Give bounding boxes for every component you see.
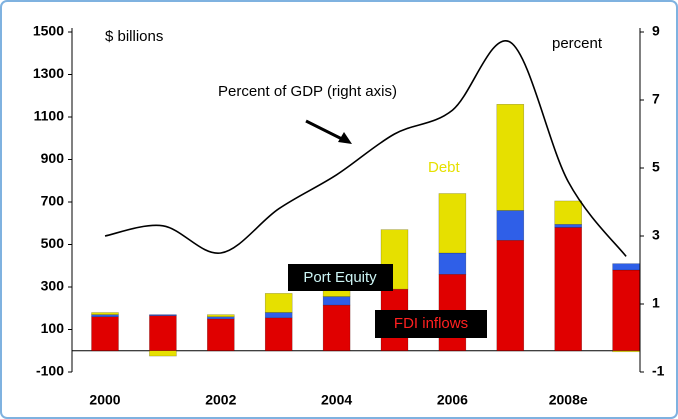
- label-box: [288, 264, 393, 291]
- bar-segment: [322, 296, 351, 306]
- y-axis-label: $ billions: [105, 28, 163, 45]
- bar-segment: [438, 193, 467, 254]
- y-tick-label: 1300: [33, 65, 64, 81]
- bar-segment: [264, 317, 293, 351]
- y2-tick-label: 9: [652, 23, 660, 39]
- bar-segment: [264, 312, 293, 319]
- y-tick-label: 300: [41, 278, 65, 294]
- bar-segment: [612, 350, 640, 353]
- bar-segment: [207, 318, 235, 351]
- y-tick-label: 700: [41, 193, 65, 209]
- bar-segment: [207, 314, 235, 317]
- label-box: [375, 310, 487, 338]
- y-tick-label: 100: [41, 320, 65, 336]
- bar-segment: [91, 316, 119, 351]
- debt-label: Debt: [428, 159, 461, 176]
- x-tick-label: 2006: [437, 392, 468, 408]
- x-tick-label: 2002: [205, 392, 236, 408]
- y-tick-label: -100: [36, 363, 64, 379]
- bar-segment: [612, 263, 640, 271]
- y2-axis-label: percent: [552, 35, 603, 52]
- fdi-label: FDI inflows: [394, 315, 468, 332]
- bar-segment: [554, 200, 582, 225]
- line: [104, 39, 627, 257]
- bar-segment: [149, 315, 177, 351]
- bar-segment: [496, 240, 525, 351]
- y2-tick-label: 1: [652, 295, 660, 311]
- bar-segment: [496, 104, 525, 211]
- bar-segment: [612, 269, 640, 351]
- bar-segment: [322, 304, 351, 351]
- y-tick-label: 1500: [33, 23, 64, 39]
- x-tick-label: 2000: [89, 392, 120, 408]
- y-tick-label: 1100: [34, 108, 65, 124]
- bar-segment: [91, 312, 119, 315]
- bar-segment: [149, 350, 177, 357]
- y2-tick-label: 7: [652, 91, 660, 107]
- y-tick-label: 900: [41, 150, 65, 166]
- y2-tick-label: -1: [652, 363, 665, 379]
- bar-segment: [207, 316, 235, 320]
- y2-tick-label: 3: [652, 227, 660, 243]
- y2-tick-label: 5: [652, 159, 660, 175]
- arrow: [305, 119, 347, 143]
- y-tick-label: 500: [41, 235, 65, 251]
- x-tick-label: 2008e: [549, 392, 588, 408]
- x-tick-label: 2004: [321, 392, 352, 408]
- line-annotation: Percent of GDP (right axis): [218, 83, 397, 100]
- bar-segment: [496, 210, 525, 241]
- bar-segment: [149, 314, 177, 316]
- arrow-head: [338, 132, 352, 144]
- bar-segment: [554, 224, 582, 228]
- bar-segment: [91, 314, 119, 317]
- bar-segment: [264, 293, 293, 313]
- bar-segment: [438, 252, 467, 275]
- bar-segment: [322, 289, 351, 297]
- bar-segment: [554, 227, 582, 351]
- port-equity-label: Port Equity: [303, 269, 377, 286]
